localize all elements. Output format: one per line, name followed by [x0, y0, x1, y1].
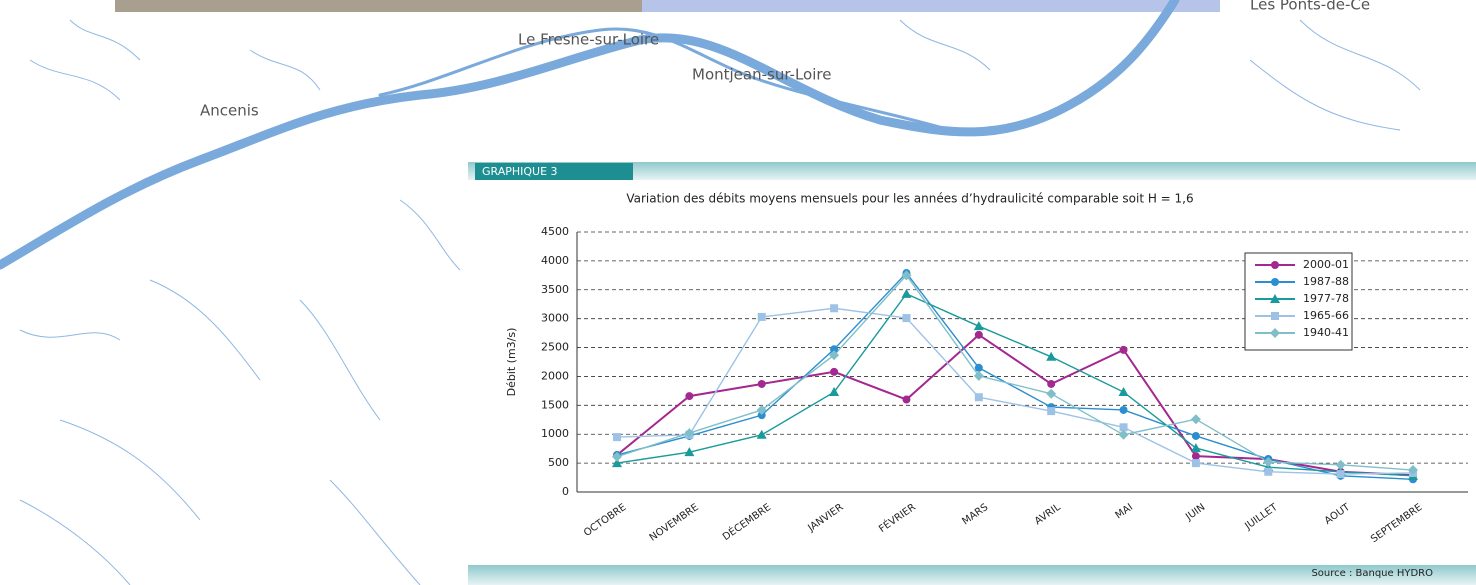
marker — [974, 330, 983, 339]
marker — [1263, 456, 1274, 467]
legend-label: 1987-88 — [1303, 275, 1349, 288]
panel-band — [468, 565, 1476, 585]
marker — [613, 433, 621, 442]
marker — [1047, 379, 1056, 388]
photo-strip — [115, 0, 645, 12]
river-arm — [378, 27, 952, 132]
river — [0, 0, 1180, 270]
marker — [1046, 351, 1057, 361]
y-tick-label: 0 — [562, 485, 569, 498]
marker — [1046, 388, 1057, 399]
marker — [612, 458, 622, 468]
legend-marker — [1271, 261, 1279, 269]
marker — [901, 270, 912, 281]
marker — [1190, 414, 1201, 425]
marker — [973, 321, 984, 331]
legend-marker — [1271, 312, 1279, 320]
y-tick-label: 4500 — [541, 225, 569, 238]
marker — [1119, 423, 1128, 432]
y-tick-label: 3000 — [541, 312, 569, 325]
legend-label: 1940-41 — [1303, 326, 1349, 339]
place-label: Les Ponts-de-Cé — [1250, 0, 1370, 14]
y-tick-label: 500 — [548, 456, 569, 469]
marker — [974, 363, 983, 372]
marker — [830, 345, 839, 354]
banner — [642, 0, 1220, 12]
marker — [974, 393, 983, 402]
legend-marker — [1270, 294, 1280, 303]
y-axis-label: Débit (m3/s) — [505, 328, 518, 397]
marker — [829, 387, 840, 397]
panel-label: GRAPHIQUE 3 — [482, 165, 558, 178]
marker — [612, 451, 622, 462]
legend-label: 2000-01 — [1303, 258, 1349, 271]
marker — [830, 304, 839, 313]
panel-tab — [475, 163, 633, 180]
series-line — [616, 292, 1414, 477]
y-tick-label: 2000 — [541, 369, 569, 382]
y-tick-label: 1500 — [541, 398, 569, 411]
marker — [1118, 387, 1129, 397]
marker — [1408, 465, 1418, 476]
marker — [757, 411, 766, 420]
marker — [1190, 443, 1201, 453]
marker — [1336, 470, 1345, 479]
marker — [685, 392, 694, 401]
marker — [902, 314, 911, 323]
marker — [901, 288, 912, 298]
tributaries — [19, 19, 1421, 585]
y-tick-label: 2500 — [541, 341, 569, 354]
chart-title: Variation des débits moyens mensuels pou… — [626, 192, 1193, 206]
marker — [684, 428, 695, 439]
chart-panel — [468, 162, 1476, 585]
marker — [1191, 452, 1200, 461]
legend-label: 1965-66 — [1303, 309, 1349, 322]
marker — [684, 447, 695, 457]
place-label: Montjean-sur-Loire — [692, 66, 831, 84]
marker — [973, 370, 984, 381]
legend-marker — [1271, 278, 1279, 286]
legend-marker — [1270, 328, 1280, 338]
source: Source : Banque HYDRO — [1311, 568, 1433, 579]
y-tick-label: 4000 — [541, 254, 569, 267]
marker — [1191, 431, 1200, 440]
marker — [1264, 467, 1273, 476]
marker — [1191, 459, 1200, 468]
marker — [1335, 459, 1346, 470]
place-label: Le Fresne-sur-Loire — [518, 31, 659, 49]
marker — [757, 379, 766, 388]
marker — [1119, 345, 1128, 354]
marker — [830, 367, 839, 376]
y-tick-label: 3500 — [541, 283, 569, 296]
panel-band — [468, 162, 1476, 180]
series-line — [616, 307, 1414, 475]
marker — [757, 312, 766, 321]
marker — [1118, 429, 1129, 440]
marker — [756, 429, 767, 439]
place-label: Ancenis — [200, 102, 259, 120]
marker — [756, 404, 767, 415]
marker — [1119, 405, 1128, 414]
y-tick-label: 1000 — [541, 427, 569, 440]
marker — [829, 350, 840, 361]
series-line — [616, 274, 1414, 471]
marker — [1047, 407, 1056, 416]
legend-label: 1977-78 — [1303, 292, 1349, 305]
marker — [902, 395, 911, 404]
